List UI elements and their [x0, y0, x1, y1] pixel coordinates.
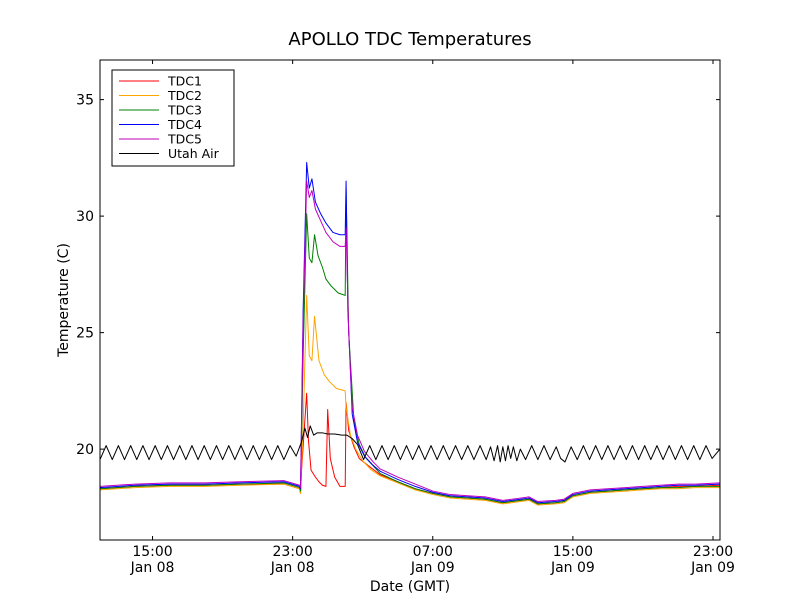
x-tick-label-date: Jan 08 [270, 560, 315, 576]
y-axis-ticks: 20 25 30 35 [76, 93, 720, 458]
x-tick-label-date: Jan 09 [410, 560, 455, 576]
x-tick-label-date: Jan 09 [690, 560, 735, 576]
x-axis-label: Date (GMT) [370, 579, 450, 595]
x-tick-label-time: 23:00 [693, 544, 733, 560]
plot-frame [99, 59, 721, 541]
legend-box [111, 69, 235, 167]
y-axis-label: Temperature (C) [56, 243, 72, 358]
chart-title: APOLLO TDC Temperatures [288, 29, 531, 50]
x-tick-label-time: 15:00 [553, 544, 593, 560]
legend-label-tdc5: TDC5 [167, 132, 202, 147]
x-tick-label-time: 23:00 [272, 544, 312, 560]
x-tick-label-date: Jan 08 [130, 560, 175, 576]
legend-label-tdc2: TDC2 [167, 88, 202, 103]
x-tick-label-time: 15:00 [132, 544, 172, 560]
series-line-utah-air [100, 425, 720, 463]
legend-label-tdc1: TDC1 [167, 74, 202, 89]
y-tick-label: 20 [76, 442, 94, 458]
legend-label-tdc3: TDC3 [167, 103, 202, 118]
legend-label-tdc4: TDC4 [167, 117, 202, 132]
legend-label-utah-air: Utah Air [168, 146, 220, 161]
series-line-tdc5 [100, 180, 720, 503]
y-tick-label: 35 [76, 93, 94, 109]
x-tick-label-time: 07:00 [413, 544, 453, 560]
series-layer [100, 162, 720, 506]
x-tick-label-date: Jan 09 [550, 560, 595, 576]
y-tick-label: 25 [76, 326, 94, 342]
y-tick-label: 30 [76, 209, 94, 225]
